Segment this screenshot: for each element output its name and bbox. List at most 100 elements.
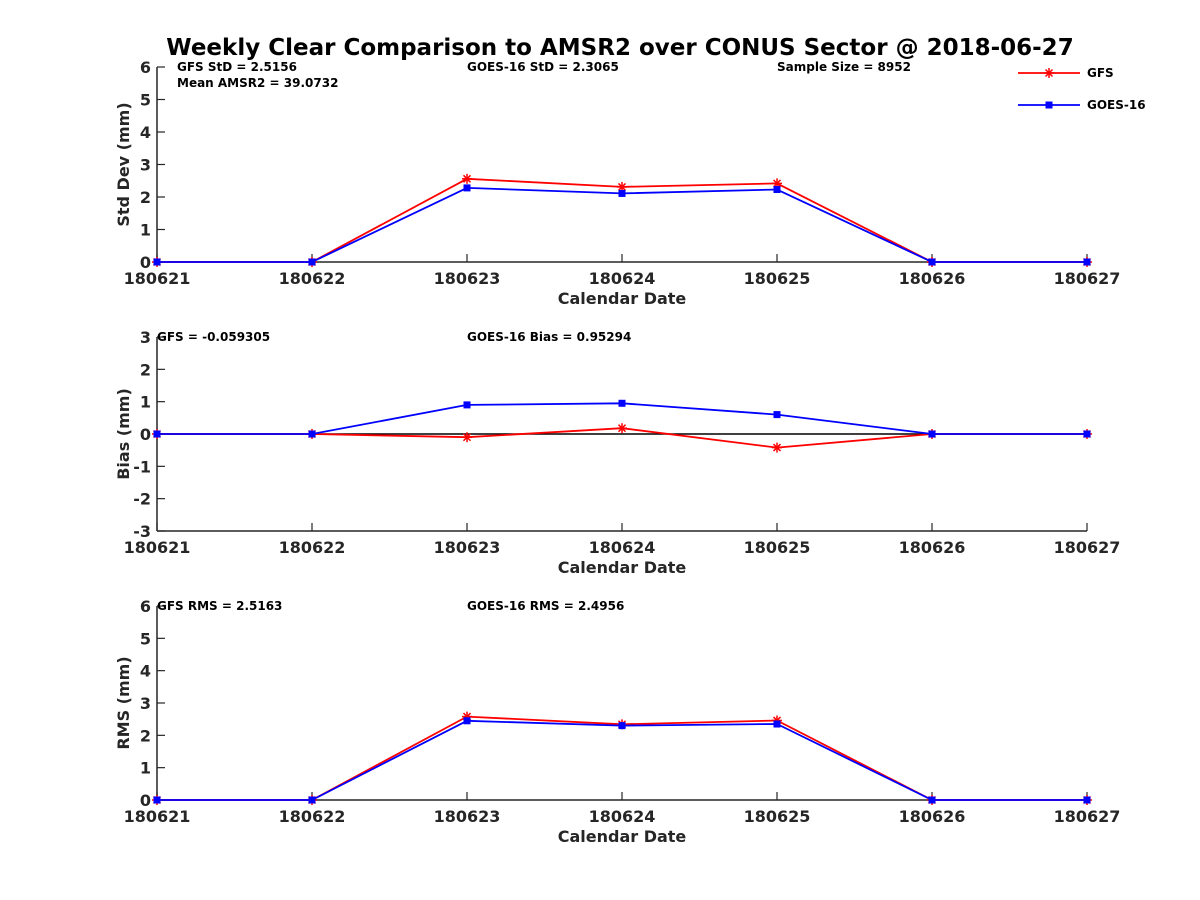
legend-item-goes-16: GOES-16	[1018, 98, 1146, 112]
data-point	[772, 442, 782, 453]
data-point	[772, 178, 782, 189]
chart-title: Weekly Clear Comparison to AMSR2 over CO…	[166, 35, 1073, 61]
y-tick-label: 2	[140, 188, 151, 207]
data-point	[462, 173, 472, 184]
x-tick-label: 180623	[434, 538, 501, 557]
data-point	[773, 186, 781, 194]
x-tick-label: 180625	[744, 538, 811, 557]
x-tick-label: 180621	[124, 269, 191, 288]
annotation: GFS StD = 2.5156	[177, 60, 297, 74]
x-axis-label: Calendar Date	[558, 289, 687, 308]
x-tick-label: 180627	[1054, 807, 1121, 826]
data-point	[308, 430, 316, 438]
y-tick-label: -2	[133, 490, 151, 509]
x-tick-label: 180624	[589, 538, 656, 557]
x-tick-label: 180623	[434, 269, 501, 288]
data-point	[463, 401, 471, 409]
x-tick-label: 180624	[589, 269, 656, 288]
data-point	[618, 399, 626, 407]
x-tick-label: 180624	[589, 807, 656, 826]
y-tick-label: 1	[140, 759, 151, 778]
y-tick-label: 2	[140, 726, 151, 745]
data-point	[618, 722, 626, 730]
data-point	[308, 258, 316, 266]
annotation: Mean AMSR2 = 39.0732	[177, 76, 338, 90]
data-point	[928, 258, 936, 266]
annotation: GOES-16 StD = 2.3065	[467, 60, 619, 74]
data-point	[617, 423, 627, 434]
x-tick-label: 180622	[279, 269, 346, 288]
data-point	[617, 181, 627, 192]
y-axis-label: RMS (mm)	[114, 656, 133, 749]
legend-marker	[1044, 68, 1054, 78]
x-tick-label: 180622	[279, 538, 346, 557]
y-tick-label: 0	[140, 425, 151, 444]
series-goes-16	[153, 717, 1091, 804]
y-tick-label: 1	[140, 393, 151, 412]
annotation: GFS = -0.059305	[157, 330, 270, 344]
series-goes-16	[153, 399, 1091, 438]
y-tick-label: 3	[140, 328, 151, 347]
annotation: Sample Size = 8952	[777, 60, 911, 74]
y-tick-label: 3	[140, 694, 151, 713]
x-tick-label: 180627	[1054, 269, 1121, 288]
data-point	[618, 189, 626, 197]
legend-item-gfs: GFS	[1018, 66, 1114, 80]
data-point	[773, 720, 781, 728]
y-tick-label: 1	[140, 221, 151, 240]
annotation: GOES-16 RMS = 2.4956	[467, 599, 624, 613]
series-gfs	[152, 423, 1092, 453]
x-axis-label: Calendar Date	[558, 558, 687, 577]
x-tick-label: 180625	[744, 269, 811, 288]
y-axis-label: Std Dev (mm)	[114, 102, 133, 226]
annotation: GFS RMS = 2.5163	[157, 599, 282, 613]
legend-label: GFS	[1087, 66, 1114, 80]
data-point	[1083, 430, 1091, 438]
data-point	[463, 184, 471, 192]
data-point	[1083, 258, 1091, 266]
data-point	[462, 432, 472, 443]
y-tick-label: 6	[140, 597, 151, 616]
series-line	[157, 186, 1087, 263]
panel-3: 0 1 2 3 4 5 6 180621 180622 180623 180624 180625 180…	[114, 597, 1120, 846]
x-tick-label: 180625	[744, 807, 811, 826]
series-gfs	[152, 173, 1092, 267]
x-tick-label: 180626	[899, 269, 966, 288]
data-point	[928, 430, 936, 438]
y-tick-label: -3	[133, 522, 151, 541]
y-tick-label: 0	[140, 253, 151, 272]
series-line	[157, 719, 1087, 801]
data-point	[463, 717, 471, 725]
data-point	[308, 796, 316, 804]
x-tick-label: 180621	[124, 807, 191, 826]
series-goes-16	[153, 184, 1091, 266]
y-axis-label: Bias (mm)	[114, 388, 133, 480]
panel-2: -3 -2 -1 0 1 2 3 180621 180622 180623 180624 180625…	[114, 328, 1120, 577]
legend: GFS GOES-16	[1018, 66, 1146, 112]
x-tick-label: 180626	[899, 538, 966, 557]
x-axis-label: Calendar Date	[558, 827, 687, 846]
x-tick-label: 180622	[279, 807, 346, 826]
data-point	[928, 796, 936, 804]
y-tick-label: 5	[140, 629, 151, 648]
x-tick-label: 180626	[899, 807, 966, 826]
y-tick-label: 6	[140, 58, 151, 77]
data-point	[153, 796, 161, 804]
y-tick-label: 4	[140, 662, 151, 681]
annotation: GOES-16 Bias = 0.95294	[467, 330, 631, 344]
y-tick-label: 0	[140, 791, 151, 810]
y-tick-label: 3	[140, 156, 151, 175]
legend-marker	[1045, 101, 1053, 109]
legend-label: GOES-16	[1087, 98, 1146, 112]
y-tick-label: 4	[140, 123, 151, 142]
data-point	[1083, 796, 1091, 804]
x-tick-label: 180623	[434, 807, 501, 826]
data-point	[153, 258, 161, 266]
data-point	[773, 411, 781, 419]
y-tick-label: -1	[133, 457, 151, 476]
x-tick-label: 180621	[124, 538, 191, 557]
panel-1: 0 1 2 3 4 5 6 180621 180622 180623 180624 180625 180…	[114, 58, 1120, 308]
y-tick-label: 5	[140, 91, 151, 110]
data-point	[153, 430, 161, 438]
